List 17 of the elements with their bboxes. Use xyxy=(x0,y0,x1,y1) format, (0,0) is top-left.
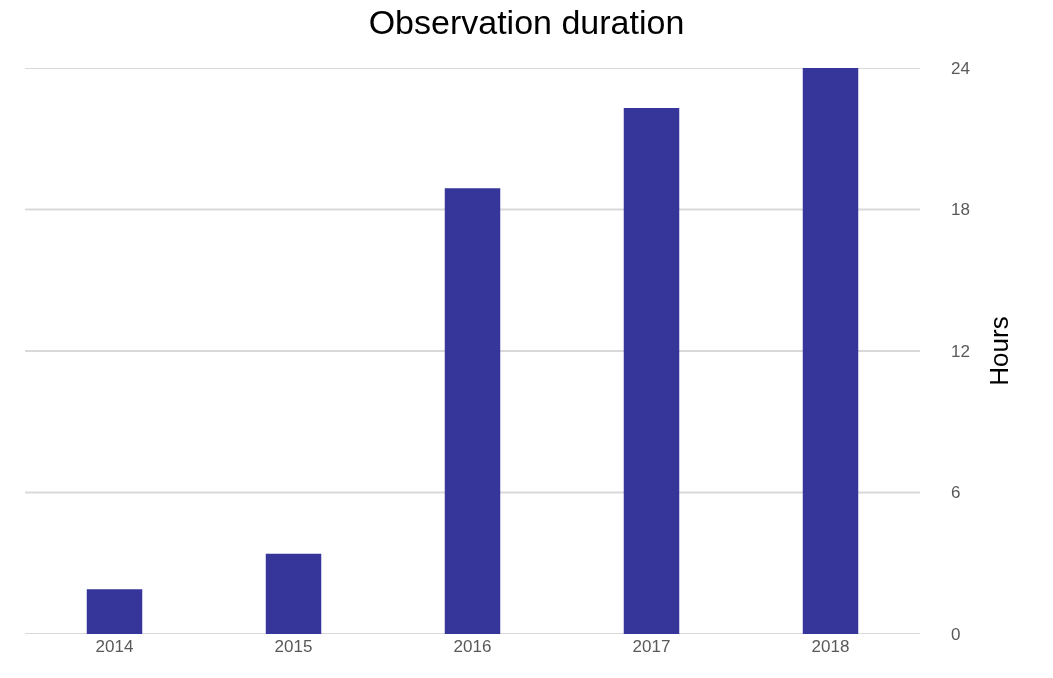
bar xyxy=(86,589,143,634)
x-tick-label: 2017 xyxy=(632,637,671,656)
y-tick-label: 12 xyxy=(951,341,970,361)
y-axis-title: Hours xyxy=(983,316,1014,386)
chart-title: Observation duration xyxy=(368,2,685,41)
y-tick-label: 0 xyxy=(951,624,961,644)
x-tick-label: 2015 xyxy=(274,637,313,656)
x-tick-label: 2016 xyxy=(453,637,492,656)
y-tick-label: 18 xyxy=(951,200,970,220)
bar xyxy=(444,188,501,634)
bar xyxy=(265,553,322,634)
x-tick-label: 2014 xyxy=(95,637,134,656)
bar xyxy=(623,108,680,634)
bar xyxy=(802,68,859,634)
x-tick-label: 2018 xyxy=(811,637,850,656)
y-tick-label: 24 xyxy=(951,58,970,78)
y-tick-label: 6 xyxy=(951,483,961,503)
